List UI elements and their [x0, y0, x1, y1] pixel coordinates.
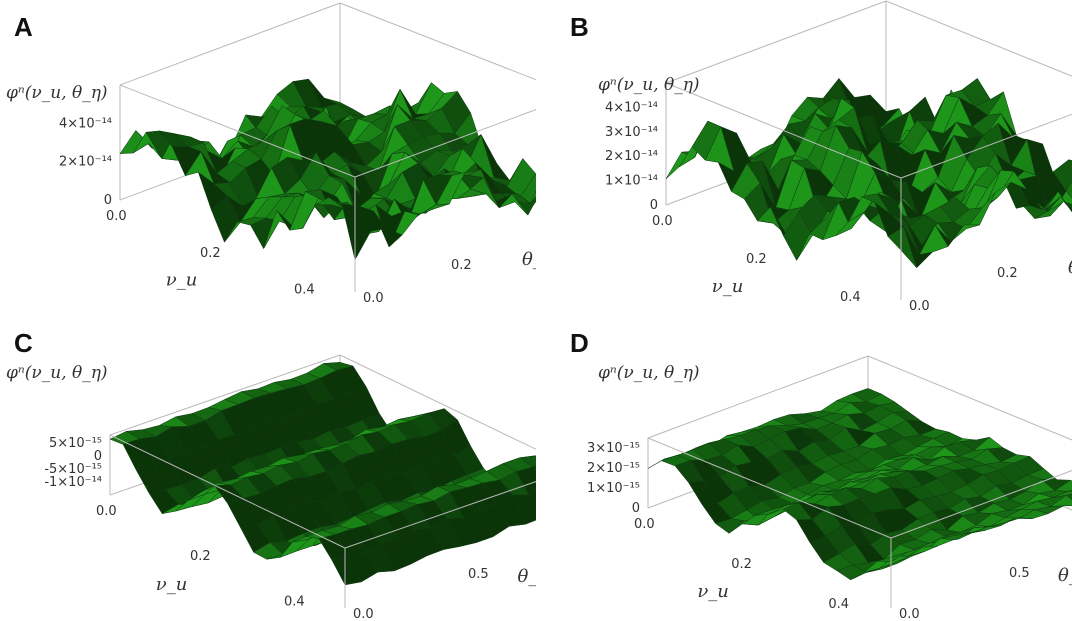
panel-letter-c: C: [14, 328, 33, 358]
surface-patch: [530, 191, 536, 204]
box-edge: [344, 481, 536, 549]
x-tick-label: 0.0: [96, 504, 117, 519]
panel-d: D 0.00.20.4ν_u0.00.51.0θ_η01×10⁻¹⁵2×10⁻¹…: [536, 310, 1072, 620]
x-tick-label: 0.2: [731, 557, 752, 572]
surface-plot-b: 0.00.20.4ν_u0.00.20.4θ_η01×10⁻¹⁴2×10⁻¹⁴3…: [598, 0, 1072, 310]
z-tick-label: 2×10⁻¹⁴: [605, 149, 658, 164]
z-tick-label: 3×10⁻¹⁴: [605, 125, 658, 140]
x-axis-label: ν_u: [697, 581, 729, 602]
x-tick-label: 0.4: [284, 594, 305, 609]
z-tick-label: 0: [632, 501, 640, 516]
z-tick-label: 2×10⁻¹⁵: [587, 461, 640, 476]
y-tick-label: 0.2: [997, 266, 1018, 281]
z-tick-label: 0: [650, 198, 658, 213]
panel-letter-d: D: [570, 328, 589, 358]
z-tick-label: 3×10⁻¹⁵: [587, 441, 640, 456]
surface-mesh: [109, 362, 536, 586]
panel-letter-b: B: [570, 12, 589, 42]
box-edge: [109, 434, 346, 549]
z-axis-label: φⁿ(ν_u, θ_η): [6, 363, 108, 383]
z-tick-label: -5×10⁻¹⁵: [44, 462, 102, 477]
surface-patch: [341, 203, 371, 261]
y-tick-label: 0.0: [363, 291, 384, 306]
z-tick-label: 1×10⁻¹⁵: [587, 481, 640, 496]
x-axis-label: ν_u: [166, 269, 198, 290]
x-tick-label: 0.0: [652, 214, 673, 229]
x-tick-label: 0.4: [828, 597, 849, 612]
y-tick-label: 0.5: [468, 567, 489, 582]
panel-a: A 0.00.20.4ν_u0.00.20.4θ_η02×10⁻¹⁴4×10⁻¹…: [0, 0, 536, 310]
x-tick-label: 0.4: [294, 283, 315, 298]
z-tick-label: -1×10⁻¹⁴: [44, 475, 102, 490]
surface-patch: [877, 552, 907, 563]
y-tick-label: 0.0: [899, 607, 920, 620]
box-edge: [119, 2, 341, 86]
z-tick-label: 0: [104, 193, 112, 208]
surface-plot-d: 0.00.20.4ν_u0.00.51.0θ_η01×10⁻¹⁵2×10⁻¹⁵3…: [587, 355, 1072, 620]
surface-mesh: [647, 388, 1072, 581]
panel-b: B 0.00.20.4ν_u0.00.20.4θ_η01×10⁻¹⁴2×10⁻¹…: [536, 0, 1072, 310]
box-edge: [665, 0, 887, 84]
z-tick-label: 4×10⁻¹⁴: [59, 116, 112, 131]
box-edge: [647, 355, 869, 439]
y-axis-label: θ_η: [522, 249, 536, 270]
surface-patch: [1065, 180, 1072, 199]
y-tick-label: 0.2: [451, 258, 472, 273]
x-tick-label: 0.4: [840, 290, 861, 305]
z-tick-label: 5×10⁻¹⁵: [49, 436, 102, 451]
z-tick-label: 0: [94, 449, 102, 464]
box-edge: [890, 470, 1072, 539]
surface-mesh: [665, 77, 1072, 269]
z-tick-label: 1×10⁻¹⁴: [605, 174, 658, 189]
z-axis-label: φⁿ(ν_u, θ_η): [6, 83, 108, 103]
surface-plot-a: 0.00.20.4ν_u0.00.20.4θ_η02×10⁻¹⁴4×10⁻¹⁴φ…: [6, 2, 536, 306]
x-tick-label: 0.2: [746, 252, 767, 267]
y-tick-label: 0.0: [909, 299, 930, 310]
x-tick-label: 0.2: [200, 246, 221, 261]
y-axis-label: θ_η: [1058, 565, 1072, 586]
surface-plot-c: 0.00.20.4ν_u0.00.51.0θ_η-1×10⁻¹⁴-5×10⁻¹⁵…: [6, 354, 537, 620]
y-axis-label: θ_η: [1068, 257, 1072, 278]
surface-patch: [331, 556, 362, 586]
x-axis-label: ν_u: [156, 574, 188, 595]
z-axis-label: φⁿ(ν_u, θ_η): [598, 363, 700, 383]
box-edge: [339, 354, 536, 450]
box-edge: [885, 0, 1072, 77]
surface-mesh: [119, 78, 536, 261]
x-axis-label: ν_u: [712, 276, 744, 297]
y-tick-label: 0.0: [353, 607, 374, 620]
box-edge: [867, 355, 1072, 441]
z-tick-label: 2×10⁻¹⁴: [59, 155, 112, 170]
box-edge: [354, 109, 536, 178]
surface-patch: [887, 226, 917, 268]
panel-letter-a: A: [14, 12, 33, 42]
box-edge: [339, 2, 536, 81]
surface-patch: [1065, 493, 1072, 501]
z-tick-label: 4×10⁻¹⁴: [605, 100, 658, 115]
x-tick-label: 0.0: [106, 209, 127, 224]
surface-patch: [528, 490, 536, 508]
panel-c: C 0.00.20.4ν_u0.00.51.0θ_η-1×10⁻¹⁴-5×10⁻…: [0, 310, 536, 620]
box-edge: [109, 354, 341, 436]
box-edge: [900, 113, 1072, 179]
z-axis-label: φⁿ(ν_u, θ_η): [598, 75, 700, 95]
y-axis-label: θ_η: [518, 566, 537, 587]
box-edge: [665, 82, 902, 179]
x-tick-label: 0.2: [190, 549, 211, 564]
box-edge: [119, 84, 356, 178]
x-tick-label: 0.0: [634, 517, 655, 532]
box-edge: [647, 437, 892, 539]
y-tick-label: 0.5: [1009, 566, 1030, 581]
